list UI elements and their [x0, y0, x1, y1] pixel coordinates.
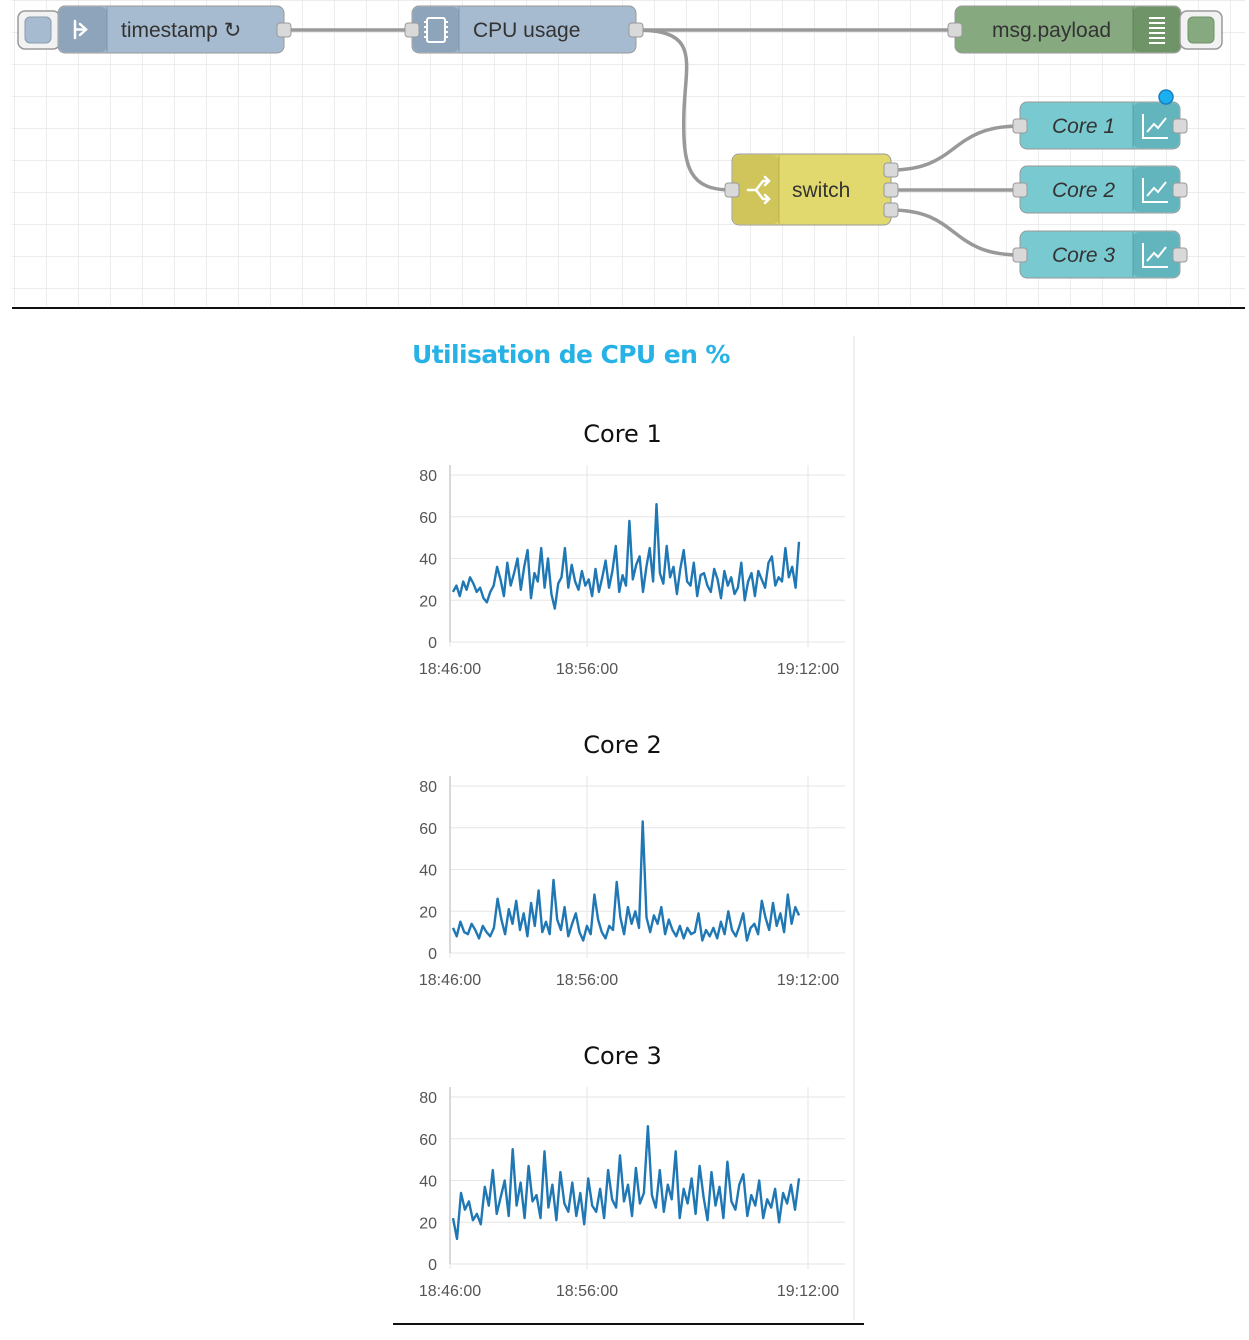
flow-canvas[interactable]: timestamp ↻ CPU usage msg.payload — [0, 0, 1249, 312]
core1-output-port[interactable] — [1172, 118, 1188, 134]
y-tick-label: 20 — [419, 593, 437, 610]
x-tick-label: 19:12:00 — [777, 661, 839, 678]
changed-status-dot — [1158, 89, 1174, 105]
inject-label: timestamp ↻ — [121, 19, 241, 42]
core1-label: Core 1 — [1052, 115, 1115, 138]
wire-switch-core1 — [890, 124, 1021, 172]
dashboard-group-border — [853, 336, 855, 1320]
wire-switch-core3 — [890, 208, 1021, 257]
core2-output-port[interactable] — [1172, 182, 1188, 198]
x-tick-label: 19:12:00 — [777, 1283, 839, 1300]
switch-input-port[interactable] — [724, 182, 740, 198]
x-tick-label: 18:56:00 — [556, 972, 618, 989]
chart-title: Core 2 — [583, 731, 662, 759]
debug-icon-area — [1133, 7, 1180, 52]
debug-label: msg.payload — [992, 19, 1111, 42]
node-debug[interactable]: msg.payload — [947, 5, 1223, 54]
list-icon — [1149, 17, 1165, 44]
chart-plot: 0 20 40 60 80 18:46:00 18:56:00 19:12:00 — [419, 776, 845, 989]
core3-input-port[interactable] — [1012, 247, 1028, 263]
series-line — [451, 503, 801, 610]
node-core3[interactable]: Core 3 — [1012, 230, 1188, 279]
y-tick-label: 40 — [419, 1174, 437, 1191]
core2-label: Core 2 — [1052, 179, 1115, 202]
chart-icon — [1142, 178, 1168, 203]
y-tick-label: 60 — [419, 510, 437, 527]
chart-title: Core 1 — [583, 420, 662, 448]
cpu-label: CPU usage — [473, 19, 580, 42]
arrow-in-icon — [73, 19, 88, 40]
switch-icon — [746, 175, 771, 205]
chart-icon — [1142, 114, 1168, 139]
x-tick-label: 18:46:00 — [419, 1283, 481, 1300]
cpu-output-port[interactable] — [628, 22, 644, 38]
chart-core-2[interactable]: Core 2 0 20 40 60 80 18:46:00 18:56:00 19:12:00 — [400, 731, 860, 1021]
series-line — [451, 1125, 801, 1241]
dashboard-group-title: Utilisation de CPU en % — [412, 340, 730, 369]
y-tick-label: 80 — [419, 468, 437, 485]
inject-button-fill — [24, 16, 52, 44]
debug-toggle-fill — [1187, 16, 1215, 44]
chart-icon — [1142, 243, 1168, 268]
chart-core-3[interactable]: Core 3 0 20 40 60 80 18:46:00 18:56:00 19:12:00 — [400, 1042, 860, 1332]
chart-title: Core 3 — [583, 1042, 662, 1070]
chart-plot: 0 20 40 60 80 18:46:00 18:56:00 19:12:00 — [419, 1087, 845, 1300]
cpu-icon-area — [413, 7, 459, 52]
chart-core-1[interactable]: Core 1 0 20 40 60 80 18:46:00 18:56:00 19:12:00 — [400, 420, 860, 710]
core1-input-port[interactable] — [1012, 118, 1028, 134]
switch-output-port-2[interactable] — [883, 182, 899, 198]
y-tick-label: 60 — [419, 821, 437, 838]
x-tick-label: 18:56:00 — [556, 1283, 618, 1300]
switch-output-port-3[interactable] — [883, 202, 899, 218]
y-tick-label: 0 — [428, 635, 437, 652]
y-tick-label: 40 — [419, 552, 437, 569]
node-core1[interactable]: Core 1 — [1012, 89, 1188, 150]
switch-output-port-1[interactable] — [883, 162, 899, 178]
x-tick-label: 19:12:00 — [777, 972, 839, 989]
y-tick-label: 60 — [419, 1132, 437, 1149]
y-tick-label: 0 — [428, 1257, 437, 1274]
node-core2[interactable]: Core 2 — [1012, 165, 1188, 214]
y-tick-label: 80 — [419, 1090, 437, 1107]
y-tick-label: 20 — [419, 1215, 437, 1232]
switch-label: switch — [792, 179, 850, 202]
cpu-input-port[interactable] — [404, 22, 420, 38]
x-tick-label: 18:56:00 — [556, 661, 618, 678]
x-tick-label: 18:46:00 — [419, 972, 481, 989]
core2-input-port[interactable] — [1012, 182, 1028, 198]
wire-cpu-switch — [635, 28, 733, 192]
y-tick-label: 20 — [419, 904, 437, 921]
node-inject[interactable]: timestamp ↻ — [17, 5, 292, 54]
series-line — [451, 820, 801, 942]
chip-icon — [424, 17, 448, 43]
core3-label: Core 3 — [1052, 244, 1115, 267]
inject-output-port[interactable] — [276, 22, 292, 38]
y-tick-label: 0 — [428, 946, 437, 963]
y-tick-label: 40 — [419, 863, 437, 880]
core3-output-port[interactable] — [1172, 247, 1188, 263]
dashboard-bottom-line — [393, 1323, 864, 1325]
node-switch[interactable]: switch — [724, 153, 899, 226]
chart-plot: 0 20 40 60 80 18:46:00 18:56:00 19:12:00 — [419, 465, 845, 678]
section-divider — [12, 307, 1245, 309]
y-tick-label: 80 — [419, 779, 437, 796]
x-tick-label: 18:46:00 — [419, 661, 481, 678]
node-cpu-usage[interactable]: CPU usage — [404, 5, 644, 54]
debug-input-port[interactable] — [947, 22, 963, 38]
wires — [284, 28, 1021, 257]
